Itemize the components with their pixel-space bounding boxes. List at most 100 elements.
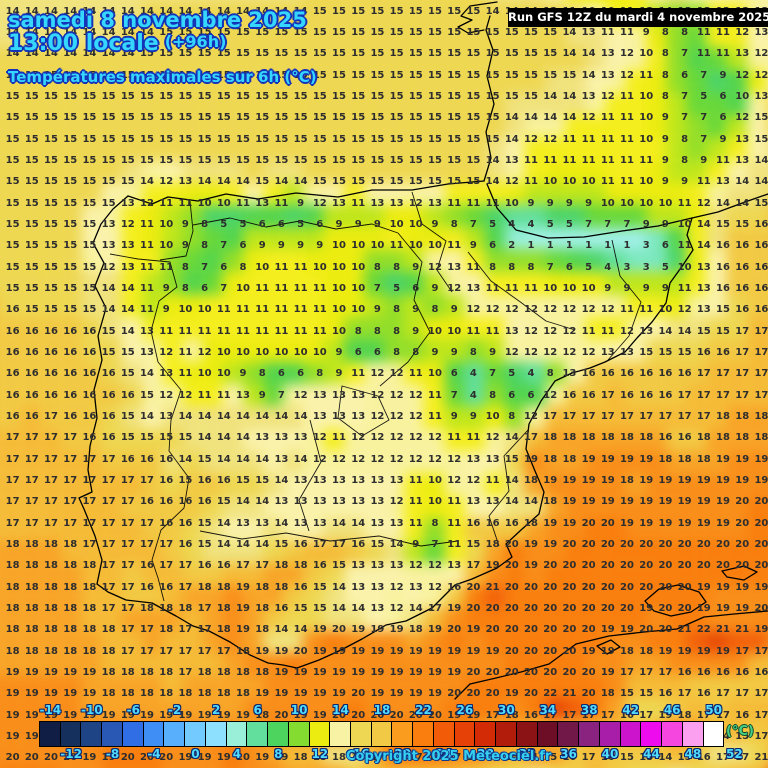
- temp-cell: [444, 563, 465, 586]
- temp-cell: [202, 652, 223, 676]
- temp-cell: [424, 0, 445, 4]
- temp-cell: [585, 428, 606, 452]
- temp-cell: [142, 339, 163, 362]
- temp-cell: [41, 384, 62, 407]
- temp-cell: [686, 115, 707, 138]
- temp-cell: [222, 675, 243, 698]
- temp-cell: [404, 3, 425, 26]
- legend-tick-label: 34: [539, 703, 557, 717]
- temp-cell: [323, 48, 344, 71]
- unit-label: (°C): [726, 724, 754, 739]
- temp-cell: [605, 607, 626, 631]
- temp-cell: [746, 406, 768, 429]
- temp-cell: [162, 742, 183, 765]
- temp-cell: [202, 361, 223, 384]
- temp-cell: [343, 495, 364, 519]
- temp-cell: [242, 406, 264, 429]
- temp-cell: [404, 630, 425, 653]
- temp-cell: [162, 115, 183, 138]
- temp-cell: [323, 25, 344, 49]
- temp-cell: [525, 316, 546, 340]
- temp-cell: [343, 271, 364, 295]
- temp-cell: [726, 137, 747, 160]
- legend-color-box: [121, 721, 144, 747]
- temp-cell: [303, 697, 324, 720]
- temp-cell: [565, 495, 586, 519]
- legend-tick-label: 42: [622, 703, 640, 717]
- temp-cell: [0, 92, 1, 116]
- temp-cell: [283, 495, 304, 519]
- temp-cell: [242, 742, 264, 765]
- temp-cell: [343, 48, 364, 71]
- temp-cell: [202, 473, 223, 496]
- temp-cell: [746, 652, 768, 676]
- temp-cell: [0, 70, 22, 93]
- temp-cell: [242, 495, 264, 519]
- temp-cell: [61, 428, 82, 452]
- temp-cell: [0, 720, 1, 743]
- temp-cell: [625, 742, 647, 765]
- temp-cell: [81, 70, 102, 93]
- temp-cell: [504, 70, 526, 93]
- temp-cell: [222, 764, 243, 768]
- temp-cell: [424, 742, 445, 765]
- temp-cell: [504, 227, 526, 250]
- temp-cell: [142, 294, 163, 317]
- temp-cell: [222, 495, 243, 519]
- temp-cell: [504, 159, 526, 183]
- temp-cell: [565, 204, 586, 228]
- temp-cell: [162, 495, 183, 519]
- temp-cell: [484, 652, 505, 676]
- temp-cell: [0, 294, 1, 317]
- temp-cell: [585, 384, 606, 407]
- temp-cell: [61, 607, 82, 631]
- temp-cell: [303, 428, 324, 452]
- temp-cell: [61, 249, 82, 272]
- legend-tick-label: 46: [663, 703, 681, 717]
- temp-cell: [0, 406, 22, 429]
- temp-cell: [323, 742, 344, 765]
- temp-cell: [242, 0, 264, 4]
- temp-cell: [21, 652, 42, 676]
- temp-cell: [222, 473, 243, 496]
- temp-cell: [504, 675, 526, 698]
- legend-color-box: [101, 721, 123, 747]
- temp-cell: [202, 518, 223, 541]
- temp-cell: [424, 48, 445, 71]
- temp-cell: [525, 204, 546, 228]
- temp-cell: [504, 316, 526, 340]
- temp-cell: [746, 316, 768, 340]
- temp-cell: [303, 70, 324, 93]
- temp-cell: [464, 451, 485, 474]
- temp-cell: [404, 48, 425, 71]
- temp-cell: [646, 764, 667, 768]
- legend-color-box: [391, 721, 414, 747]
- temp-cell: [726, 271, 747, 295]
- temp-cell: [646, 271, 667, 295]
- legend-tick-label: 20: [394, 747, 412, 761]
- temp-cell: [706, 473, 727, 496]
- temp-cell: [182, 70, 203, 93]
- temp-cell: [666, 227, 687, 250]
- temp-cell: [242, 204, 264, 228]
- temp-cell: [666, 563, 687, 586]
- temp-cell: [182, 764, 203, 768]
- legend-color-box: [370, 721, 393, 747]
- temp-cell: [222, 451, 243, 474]
- temp-cell: [222, 204, 243, 228]
- temp-cell: [343, 92, 364, 116]
- temp-cell: [142, 607, 163, 631]
- temp-cell: [605, 92, 626, 116]
- temp-cell: [303, 25, 324, 49]
- temp-cell: [404, 540, 425, 564]
- temp-cell: [0, 316, 1, 340]
- temp-cell: [121, 316, 143, 340]
- temp-cell: [343, 25, 364, 49]
- temp-cell: [504, 451, 526, 474]
- temp-cell: [121, 182, 143, 205]
- temp-cell: [41, 563, 62, 586]
- legend-tick-label: 44: [643, 747, 660, 761]
- temp-cell: [646, 137, 667, 160]
- temp-cell: [384, 518, 405, 541]
- temp-cell: [646, 48, 667, 71]
